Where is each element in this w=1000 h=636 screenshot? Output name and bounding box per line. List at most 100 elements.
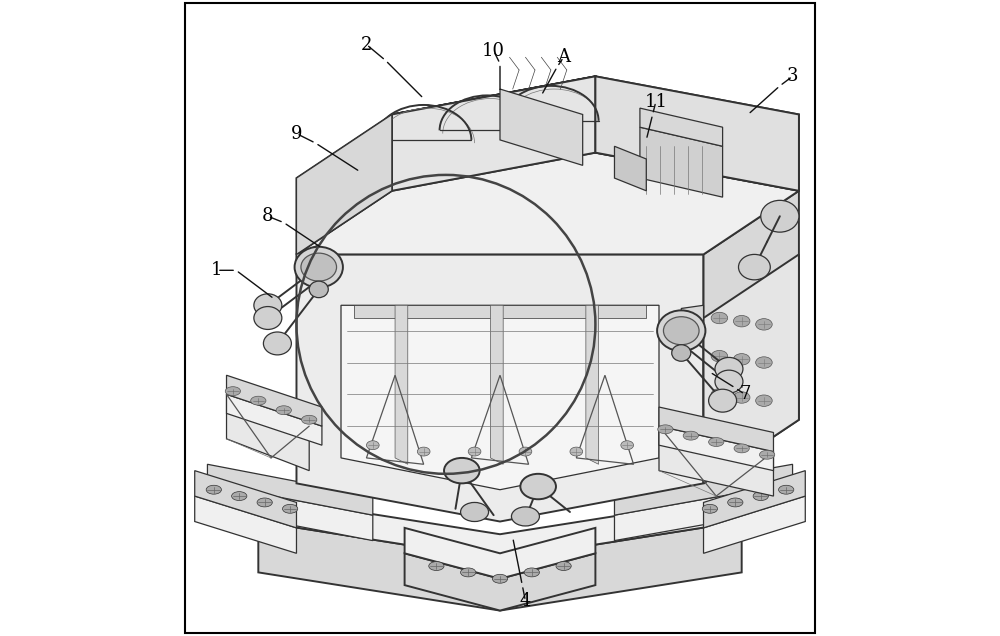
Ellipse shape [492, 574, 508, 583]
Ellipse shape [711, 389, 728, 400]
Text: 3: 3 [787, 67, 798, 85]
Ellipse shape [728, 498, 743, 507]
Ellipse shape [753, 492, 768, 501]
Polygon shape [392, 76, 799, 191]
Ellipse shape [225, 387, 241, 396]
Polygon shape [640, 108, 723, 146]
Polygon shape [659, 407, 773, 452]
Polygon shape [614, 464, 793, 515]
Text: A: A [557, 48, 570, 66]
Polygon shape [341, 305, 659, 490]
Ellipse shape [663, 317, 699, 345]
Ellipse shape [759, 450, 775, 459]
Polygon shape [392, 76, 595, 191]
Ellipse shape [709, 389, 737, 412]
Ellipse shape [709, 438, 724, 446]
Ellipse shape [254, 294, 282, 317]
Polygon shape [490, 305, 503, 464]
Ellipse shape [254, 307, 282, 329]
Ellipse shape [295, 247, 343, 287]
Polygon shape [195, 471, 296, 528]
Polygon shape [500, 89, 583, 165]
Polygon shape [207, 464, 373, 515]
Polygon shape [704, 471, 805, 528]
Ellipse shape [429, 562, 444, 570]
Ellipse shape [733, 392, 750, 403]
Polygon shape [659, 426, 773, 496]
Ellipse shape [672, 345, 691, 361]
Ellipse shape [702, 504, 718, 513]
Polygon shape [354, 305, 646, 318]
Ellipse shape [417, 447, 430, 456]
Ellipse shape [366, 441, 379, 450]
Polygon shape [595, 76, 799, 191]
Polygon shape [640, 127, 723, 197]
Ellipse shape [683, 431, 698, 440]
Polygon shape [681, 305, 704, 331]
Text: 2: 2 [361, 36, 372, 53]
Ellipse shape [520, 474, 556, 499]
Polygon shape [704, 191, 799, 483]
Polygon shape [614, 146, 646, 191]
Ellipse shape [282, 504, 298, 513]
Polygon shape [586, 305, 599, 464]
Polygon shape [258, 496, 742, 560]
Polygon shape [296, 245, 319, 277]
Text: 4: 4 [520, 592, 531, 610]
Ellipse shape [734, 444, 749, 453]
Ellipse shape [756, 357, 772, 368]
Text: 8: 8 [262, 207, 274, 225]
Ellipse shape [309, 281, 328, 298]
Ellipse shape [232, 492, 247, 501]
Ellipse shape [461, 568, 476, 577]
Polygon shape [704, 254, 799, 483]
Polygon shape [405, 528, 595, 579]
Polygon shape [704, 496, 805, 553]
Ellipse shape [657, 310, 705, 351]
Ellipse shape [556, 562, 571, 570]
Ellipse shape [570, 447, 583, 456]
Text: 1: 1 [211, 261, 223, 279]
Ellipse shape [276, 406, 291, 415]
Ellipse shape [257, 498, 272, 507]
Ellipse shape [756, 395, 772, 406]
Polygon shape [195, 496, 296, 553]
Ellipse shape [658, 425, 673, 434]
Polygon shape [227, 375, 322, 426]
Ellipse shape [761, 200, 799, 232]
Polygon shape [405, 553, 595, 611]
Polygon shape [659, 426, 773, 471]
Ellipse shape [621, 441, 634, 450]
Ellipse shape [711, 312, 728, 324]
Ellipse shape [733, 354, 750, 365]
Ellipse shape [715, 370, 743, 393]
Ellipse shape [444, 458, 480, 483]
Ellipse shape [756, 319, 772, 330]
Ellipse shape [461, 502, 489, 522]
Polygon shape [207, 483, 373, 541]
Polygon shape [227, 394, 309, 471]
Ellipse shape [206, 485, 221, 494]
Text: 10: 10 [482, 42, 505, 60]
Ellipse shape [733, 315, 750, 327]
Text: 11: 11 [644, 93, 667, 111]
Text: 9: 9 [291, 125, 302, 142]
Ellipse shape [524, 568, 539, 577]
Polygon shape [296, 254, 704, 522]
Ellipse shape [251, 396, 266, 405]
Ellipse shape [715, 357, 743, 380]
Ellipse shape [711, 350, 728, 362]
Text: 7: 7 [739, 385, 751, 403]
Polygon shape [296, 114, 392, 254]
Polygon shape [395, 305, 408, 464]
Polygon shape [296, 153, 799, 254]
Ellipse shape [468, 447, 481, 456]
Ellipse shape [738, 254, 770, 280]
Polygon shape [258, 522, 742, 611]
Ellipse shape [511, 507, 539, 526]
Ellipse shape [519, 447, 532, 456]
Ellipse shape [779, 485, 794, 494]
Ellipse shape [302, 415, 317, 424]
Ellipse shape [301, 253, 337, 281]
Ellipse shape [263, 332, 291, 355]
